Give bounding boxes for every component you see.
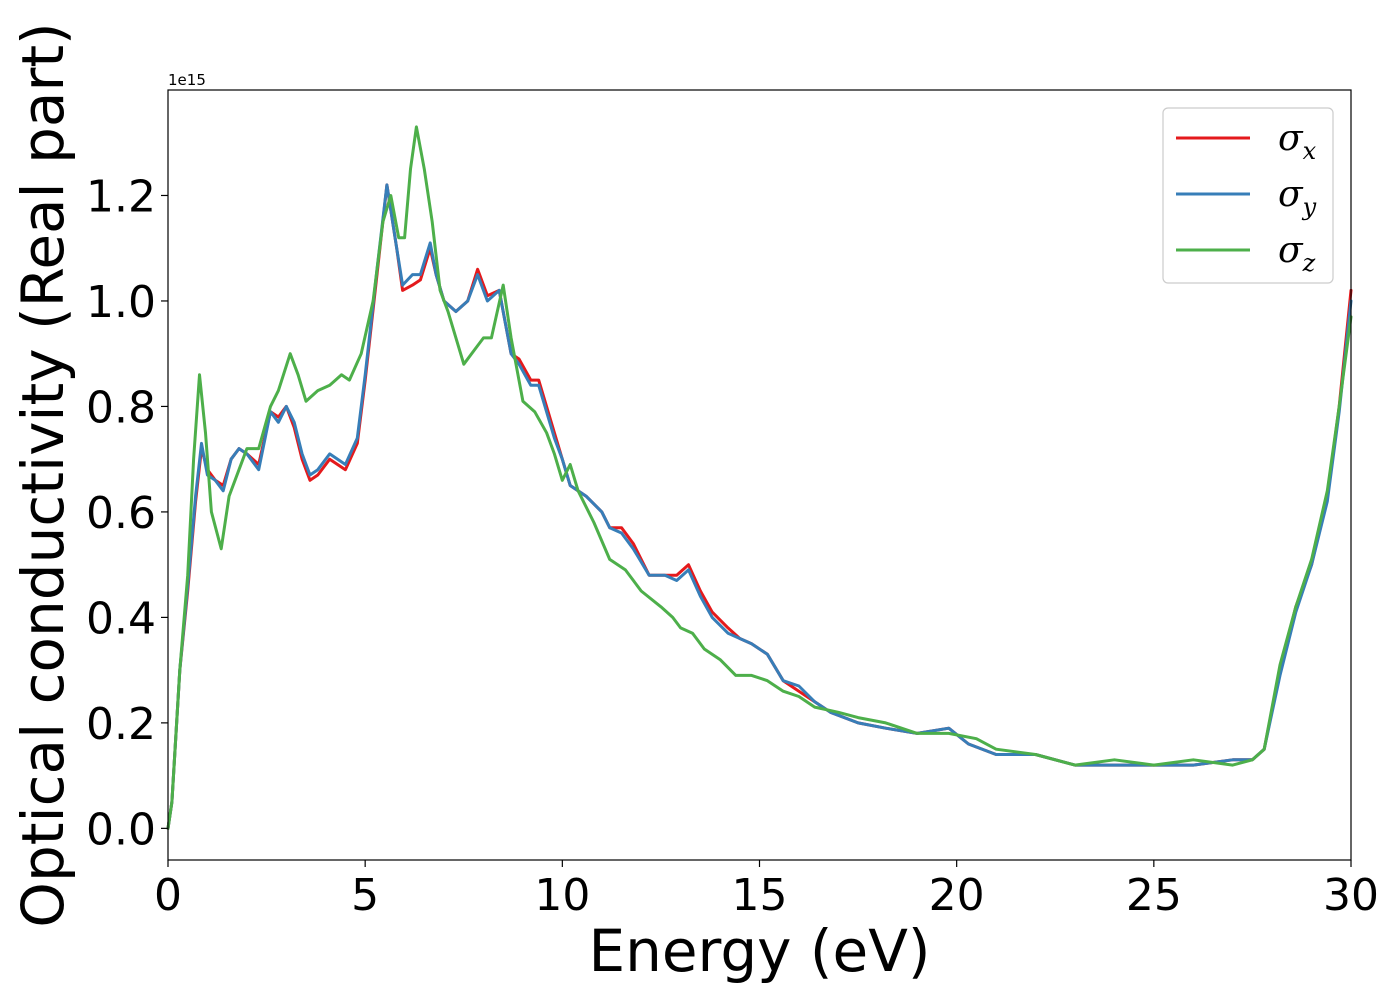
legend-label-x: σx <box>1278 118 1317 165</box>
y-axis-title: Optical conductivity (Real part) <box>9 22 77 927</box>
legend-label-y: σy <box>1278 174 1317 221</box>
x-tick-label: 0 <box>154 870 182 921</box>
legend: σx σy σz <box>1162 107 1334 284</box>
y-tick-label: 0.0 <box>86 804 156 855</box>
x-axis-ticks: 0 5 10 15 20 25 30 <box>154 860 1379 921</box>
x-tick-label: 15 <box>732 870 788 921</box>
y-axis-ticks: 0.0 0.2 0.4 0.6 0.8 1.0 1.2 <box>86 171 168 855</box>
y-tick-label: 1.0 <box>86 277 156 328</box>
x-axis-title: Energy (eV) <box>588 917 930 985</box>
y-tick-label: 0.6 <box>86 488 156 539</box>
x-tick-label: 5 <box>351 870 379 921</box>
x-tick-label: 10 <box>534 870 590 921</box>
x-tick-label: 20 <box>929 870 985 921</box>
series-line-z <box>166 125 1353 830</box>
y-tick-label: 0.8 <box>86 382 156 433</box>
x-tick-label: 30 <box>1323 870 1379 921</box>
x-tick-label: 25 <box>1126 870 1182 921</box>
legend-label-z: σz <box>1278 230 1316 277</box>
series-line-y <box>166 183 1353 830</box>
y-tick-label: 0.2 <box>86 699 156 750</box>
y-tick-label: 0.4 <box>86 593 156 644</box>
y-axis-offset-label: 1e15 <box>168 71 206 89</box>
series-layer <box>166 125 1353 830</box>
y-tick-label: 1.2 <box>86 171 156 222</box>
